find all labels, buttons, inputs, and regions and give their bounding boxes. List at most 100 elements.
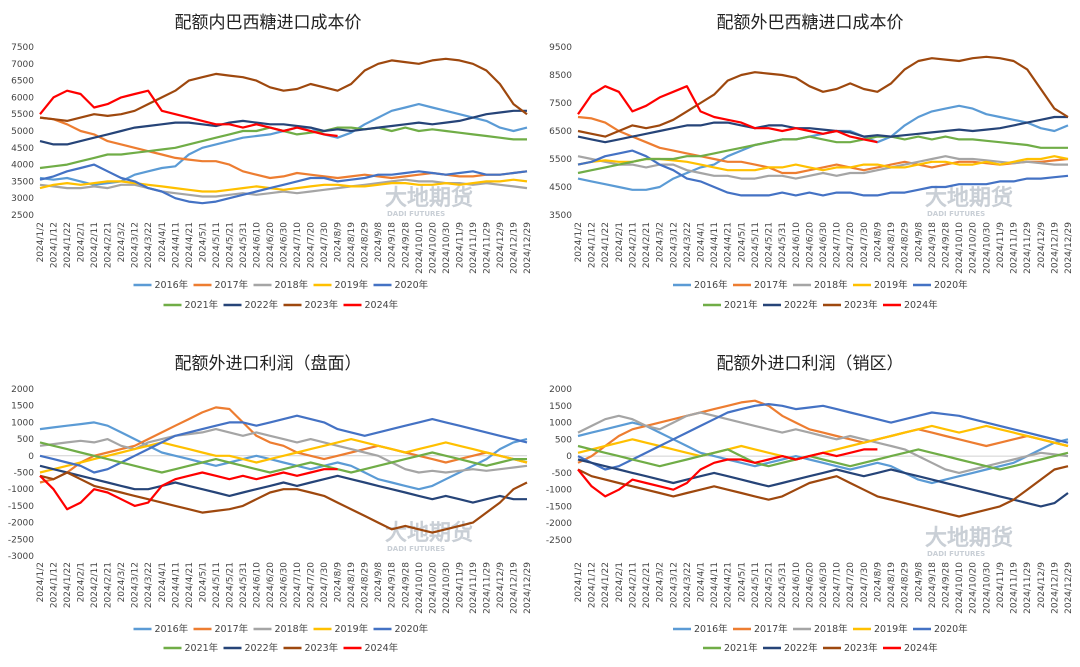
y-tick-label: 5500 [549,155,572,165]
x-tick-label: 2024/8/19 [347,222,357,268]
series-line [39,109,527,146]
x-tick-label: 2024/10/20 [428,222,438,274]
x-tick-label: 2024/7/20 [307,222,317,268]
x-tick-label: 2024/3/12 [131,562,141,608]
legend-label: 2023年 [305,642,339,654]
y-tick-label: -1000 [546,486,572,496]
series-line [577,465,1069,518]
x-tick-label: 2024/6/30 [280,562,290,608]
x-tick-label: 2024/9/18 [388,222,398,268]
x-tick-label: 2024/7/10 [293,222,303,268]
y-tick-label: -500 [14,469,35,479]
x-tick-label: 2024/6/20 [266,222,276,268]
legend-label: 2019年 [874,279,908,291]
legend-label: 2021年 [724,642,758,654]
series-line [577,424,1069,461]
x-tick-label: 2024/3/2 [656,222,666,262]
x-tick-label: 2024/11/9 [455,562,465,608]
x-tick-label: 2024/7/10 [293,562,303,608]
x-tick-label: 2024/4/11 [710,562,720,608]
x-tick-label: 2024/8/29 [361,222,371,268]
x-tick-label: 2024/3/12 [131,222,141,268]
y-tick-label: 2000 [11,385,34,395]
x-tick-label: 2024/12/29 [1064,222,1074,274]
x-tick-label: 2024/6/10 [792,222,802,268]
x-tick-label: 2024/11/19 [1010,222,1020,274]
series-line [577,149,1069,197]
series-line [39,116,528,180]
x-tick-label: 2024/10/10 [415,222,425,274]
chart-title: 配额内巴西糖进口成本价 [175,13,362,33]
x-tick-label: 2024/8/9 [334,222,344,263]
chart-quota-in-brazil-cost: 配额内巴西糖进口成本价 2500 3000 3500 4000 4500 5000 5500… [11,13,533,311]
y-tick-label: -500 [552,469,573,479]
x-tick-label: 2024/11/29 [482,562,492,614]
y-tick-label: 6500 [11,77,34,87]
x-tick-label: 2024/4/11 [171,562,181,608]
x-tick-label: 2024/1/12 [50,562,60,608]
legend-label: 2023年 [844,642,878,654]
y-tick-label: -2000 [546,519,572,529]
x-tick-label: 2024/5/11 [751,562,761,608]
legend-label: 2017年 [215,623,249,635]
x-tick-label: 2024/5/1 [198,222,208,262]
y-tick-label: 1500 [11,402,34,412]
x-tick-label: 2024/4/21 [185,222,195,268]
x-tick-label: 2024/7/20 [846,562,856,608]
x-tick-label: 2024/12/9 [496,222,506,268]
y-tick-label: 0 [28,452,34,462]
x-tick-label: 2024/5/21 [765,222,775,268]
x-tick-label: 2024/6/10 [252,222,262,268]
x-tick-label: 2024/2/21 [104,562,114,608]
legend-label: 2020年 [934,279,968,291]
legend-label: 2019年 [335,279,369,291]
series-line [39,428,528,474]
x-tick-label: 2024/8/9 [334,562,344,603]
y-tick-label: 9500 [549,43,572,53]
x-tick-label: 2024/6/20 [266,562,276,608]
x-tick-label: 2024/10/20 [969,222,979,274]
x-tick-label: 2024/2/11 [90,222,100,268]
x-tick-label: 2024/8/19 [887,562,897,608]
series-line [39,163,528,205]
x-tick-label: 2024/9/28 [942,222,952,268]
x-tick-label: 2024/3/22 [144,562,154,608]
series-line [577,403,1069,471]
series-line [577,458,1069,508]
x-tick-label: 2024/5/11 [212,562,222,608]
x-tick-label: 2024/2/1 [77,562,87,602]
x-tick-label: 2024/5/31 [778,562,788,608]
series-line [39,464,527,504]
watermark-sub: DADI FUTURES [927,550,985,558]
legend-label: 2022年 [245,642,279,654]
x-tick-label: 2024/7/30 [860,562,870,608]
series-line [577,444,1069,471]
x-tick-label: 2024/10/10 [955,562,965,614]
x-tick-label: 2024/11/9 [996,222,1006,268]
x-tick-label: 2024/4/11 [710,222,720,268]
x-tick-label: 2024/5/31 [778,222,788,268]
y-tick-label: 0 [566,452,572,462]
x-tick-label: 2024/7/10 [833,562,843,608]
legend-label: 2016年 [694,623,728,635]
x-tick-label: 2024/4/1 [158,222,168,262]
series-line [577,115,1068,144]
series-line [577,115,1069,175]
x-tick-label: 2024/3/22 [144,222,154,268]
x-tick-label: 2024/1/12 [588,222,598,268]
x-tick-label: 2024/7/10 [833,222,843,268]
x-tick-label: 2024/5/1 [737,222,747,262]
y-tick-label: 500 [555,435,572,445]
x-tick-label: 2024/8/19 [887,222,897,268]
x-tick-label: 2024/1/12 [588,562,598,608]
x-tick-label: 2024/9/18 [928,222,938,268]
x-tick-label: 2024/11/29 [1023,562,1033,614]
x-tick-label: 2024/3/12 [669,562,679,608]
chart-title: 配额外进口利润（盘面） [175,354,362,374]
x-tick-label: 2024/9/8 [914,562,924,603]
legend-label: 2024年 [904,299,938,311]
series-line [39,89,338,138]
x-tick-label: 2024/2/11 [628,562,638,608]
x-tick-label: 2024/8/9 [873,222,883,263]
